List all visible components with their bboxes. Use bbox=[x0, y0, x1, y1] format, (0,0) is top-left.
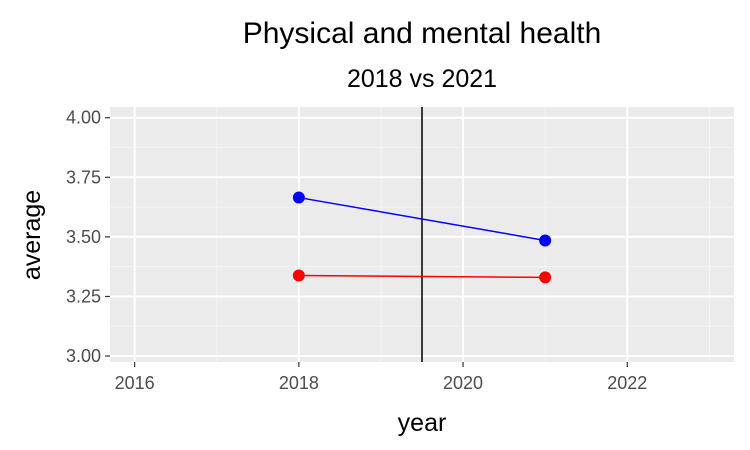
series-2-point bbox=[292, 269, 305, 282]
y-axis-title: average bbox=[18, 190, 46, 280]
y-tick-label: 3.25 bbox=[66, 286, 101, 306]
y-tick-label: 3.50 bbox=[66, 227, 101, 247]
series-2-line bbox=[298, 274, 546, 279]
chart-title: Physical and mental health bbox=[243, 17, 602, 50]
x-tick-label: 2016 bbox=[115, 373, 155, 393]
x-axis: 2016 2018 2020 2022 bbox=[115, 362, 647, 393]
x-tick-label: 2022 bbox=[607, 373, 647, 393]
series-1-point bbox=[292, 191, 305, 204]
y-tick-label: 4.00 bbox=[66, 108, 101, 128]
y-axis: 3.00 3.25 3.50 3.75 4.00 bbox=[66, 108, 110, 366]
y-tick-label: 3.75 bbox=[66, 167, 101, 187]
series-1-point bbox=[539, 234, 552, 247]
series-1-line bbox=[298, 196, 546, 242]
x-axis-title: year bbox=[398, 409, 447, 437]
x-tick-label: 2020 bbox=[443, 373, 483, 393]
series-layer bbox=[292, 191, 552, 284]
chart-subtitle: 2018 vs 2021 bbox=[347, 65, 497, 93]
series-2-point bbox=[539, 271, 552, 284]
y-tick-label: 3.00 bbox=[66, 346, 101, 366]
x-tick-label: 2018 bbox=[279, 373, 319, 393]
